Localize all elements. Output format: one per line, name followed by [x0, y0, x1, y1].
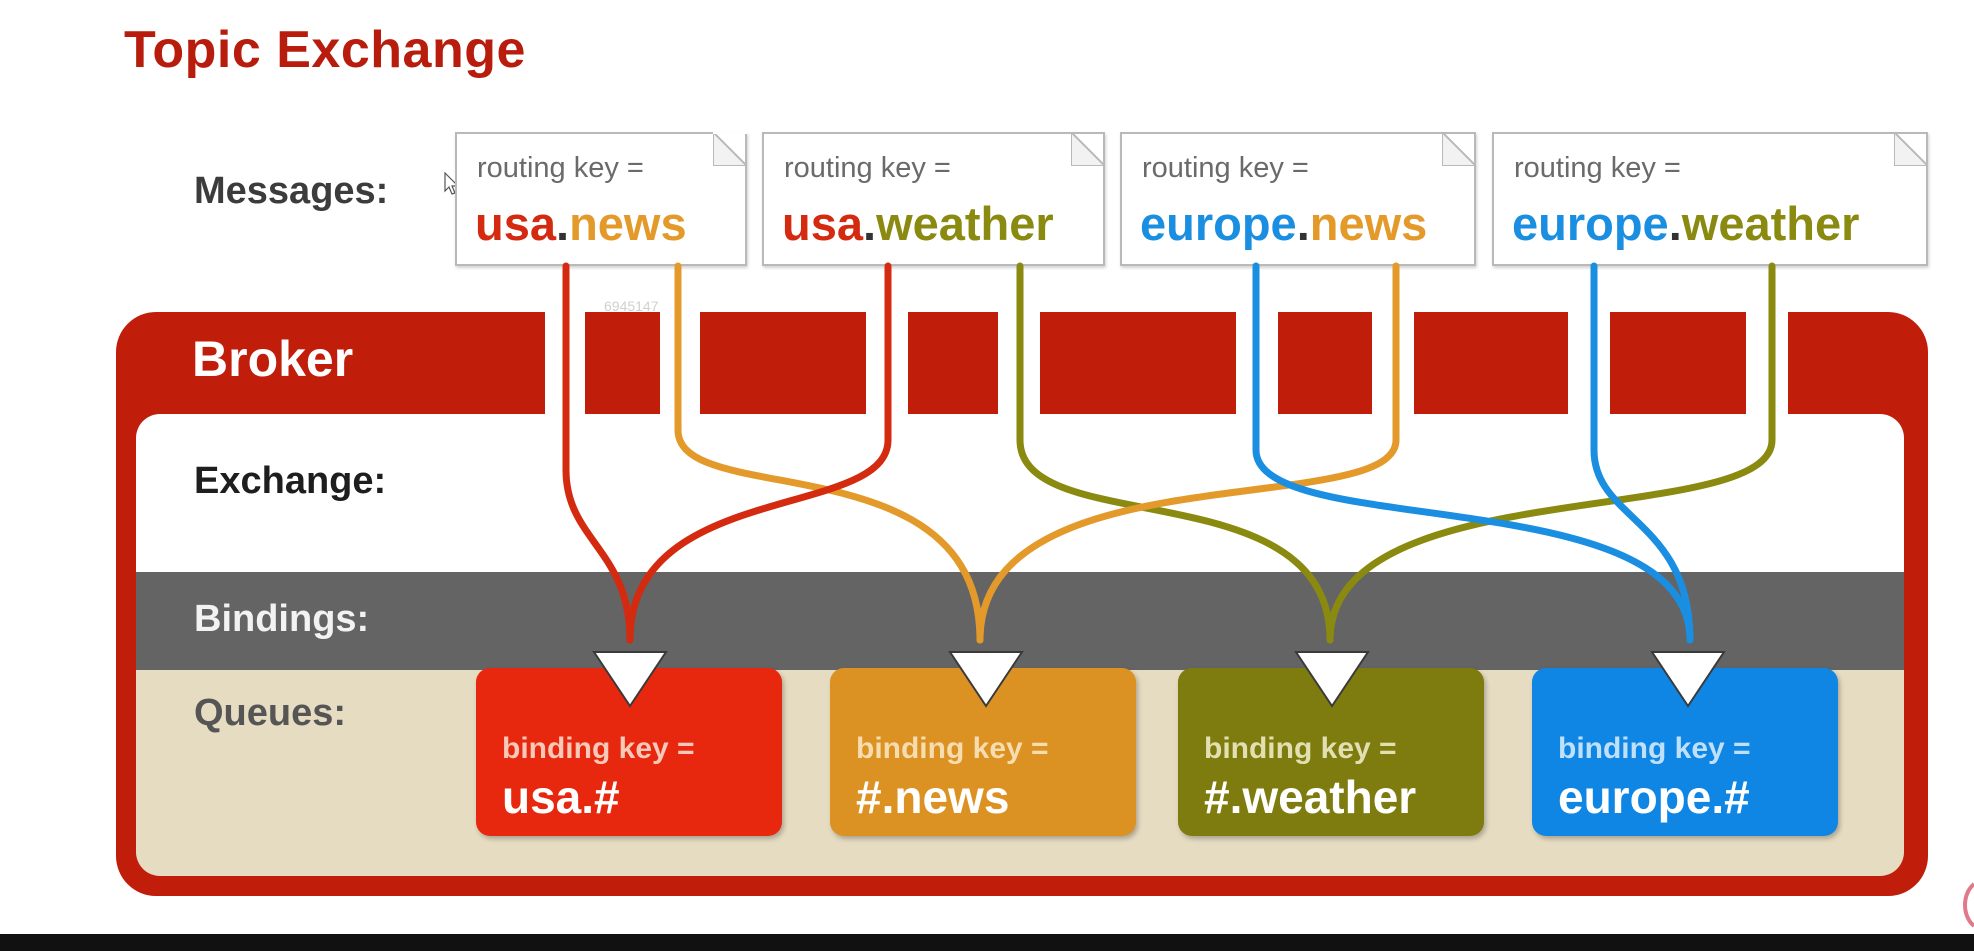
binding-key-label: binding key = — [1204, 732, 1397, 765]
corner-decoration-icon — [1963, 882, 1974, 928]
routing-key-value: usa.weather — [782, 197, 1054, 250]
wire-europe-weather-to-europe — [1590, 262, 1694, 644]
page-title: Topic Exchange — [124, 21, 526, 79]
binding-arrow-icon — [1294, 651, 1370, 708]
binding-key-value: #.news — [856, 771, 1010, 823]
message-card-usa-news: routing key = usa.news — [455, 132, 747, 266]
wire-usa-weather-to-usa — [626, 262, 892, 644]
binding-arrow-icon — [948, 651, 1024, 708]
header-gap — [1568, 312, 1610, 416]
binding-key-label: binding key = — [856, 732, 1049, 765]
wire-europe-news-to-news — [976, 262, 1400, 644]
binding-key-value: usa.# — [502, 771, 620, 823]
header-gap — [1746, 312, 1788, 416]
message-card-europe-news: routing key = europe.news — [1120, 132, 1476, 266]
page-fold-icon — [713, 132, 747, 166]
page-fold-icon — [1894, 132, 1928, 166]
binding-key-label: binding key = — [502, 732, 695, 765]
routing-key-value: europe.weather — [1512, 197, 1860, 250]
routing-key-label: routing key = — [1142, 152, 1309, 184]
routing-key-value: usa.news — [475, 197, 687, 250]
wire-usa-news-to-usa — [562, 262, 634, 644]
broker-inner-panel — [136, 414, 1904, 876]
queues-label: Queues: — [194, 692, 347, 734]
wire-europe-weather-to-weather — [1326, 262, 1776, 644]
routing-key-label: routing key = — [1514, 152, 1681, 184]
message-card-usa-weather: routing key = usa.weather — [762, 132, 1105, 266]
watermark: 6945147 — [604, 298, 659, 314]
binding-key-label: binding key = — [1558, 732, 1751, 765]
messages-label: Messages: — [194, 170, 389, 212]
routing-key-label: routing key = — [784, 152, 951, 184]
wire-usa-weather-to-weather — [1016, 262, 1334, 644]
binding-arrow-icon — [1650, 651, 1726, 708]
binding-arrow-icon — [592, 651, 668, 708]
wire-usa-news-to-news — [674, 262, 984, 644]
binding-key-value: europe.# — [1558, 771, 1750, 823]
routing-key-label: routing key = — [477, 152, 644, 184]
bindings-label: Bindings: — [194, 598, 370, 640]
wire-europe-news-to-europe — [1252, 262, 1694, 644]
message-card-europe-weather: routing key = europe.weather — [1492, 132, 1928, 266]
exchange-label: Exchange: — [194, 460, 387, 502]
page-fold-icon — [1071, 132, 1105, 166]
broker-title: Broker — [192, 331, 354, 387]
bottom-bar — [0, 934, 1974, 951]
page-fold-icon — [1442, 132, 1476, 166]
binding-key-value: #.weather — [1204, 771, 1417, 823]
routing-key-value: europe.news — [1140, 197, 1428, 250]
